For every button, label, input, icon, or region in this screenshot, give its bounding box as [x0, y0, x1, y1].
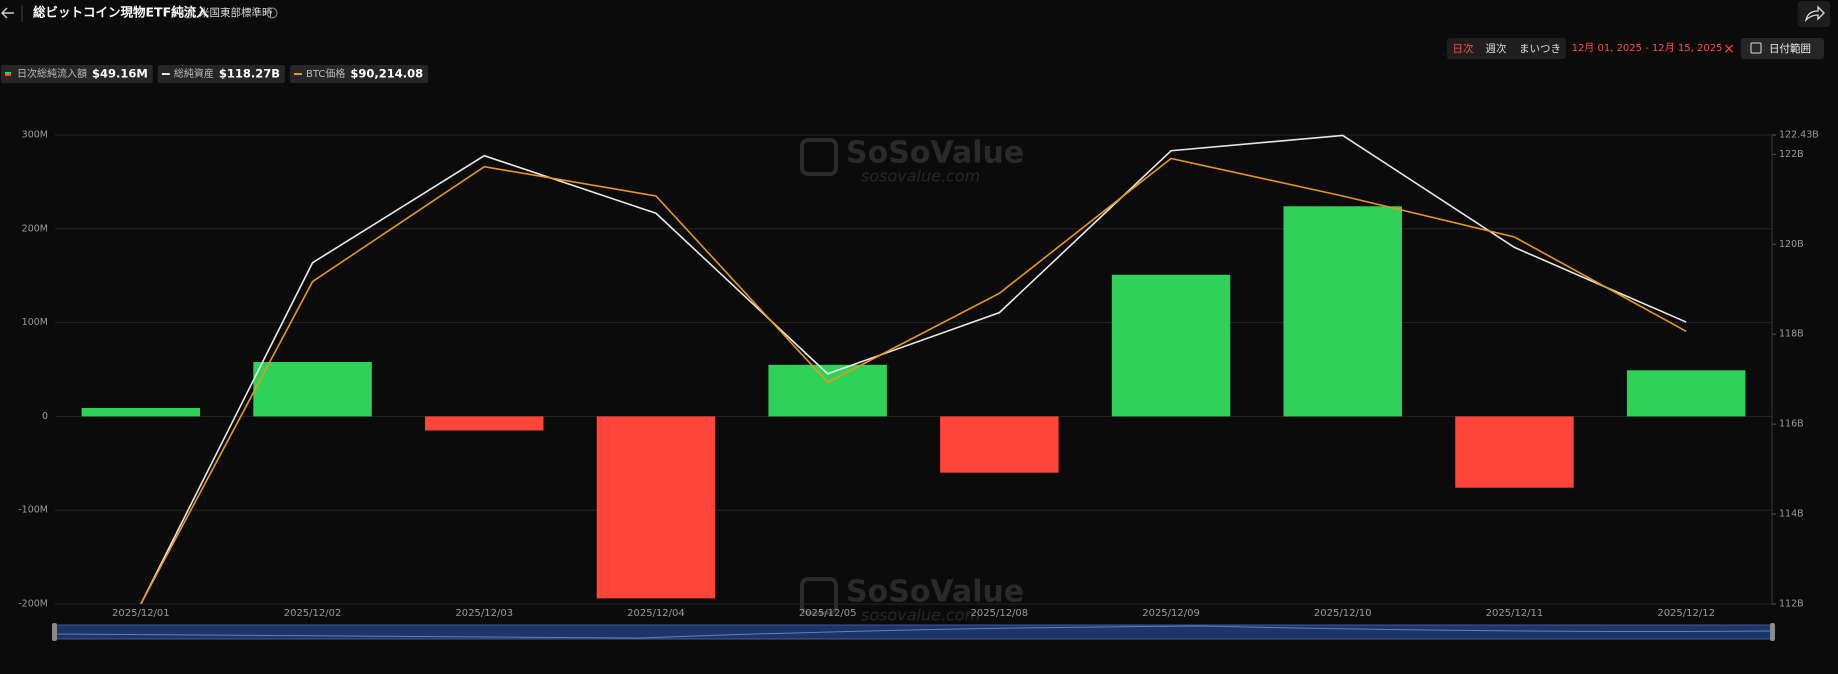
- bar: [81, 407, 201, 417]
- navigator[interactable]: [54, 624, 1773, 640]
- navigator-trend: [54, 625, 1773, 639]
- bar: [425, 416, 544, 431]
- legend-value: $90,214.08: [350, 67, 423, 81]
- legend-swatch: [5, 74, 11, 76]
- y2-tick-label: 118B: [1779, 329, 1804, 340]
- bar: [1283, 206, 1402, 417]
- period-button[interactable]: 日次: [1453, 42, 1475, 55]
- calendar-icon: [1750, 42, 1762, 54]
- legend-label: BTC価格: [306, 67, 345, 80]
- watermark-logo: [800, 138, 838, 176]
- y-tick-label: 0: [42, 411, 48, 422]
- share-button[interactable]: [1798, 1, 1830, 27]
- bar: [768, 364, 887, 417]
- bar: [253, 361, 372, 417]
- y2-tick-label: 122B: [1779, 149, 1804, 160]
- legend-value: $49.16M: [92, 67, 148, 81]
- y-tick-label: -100M: [18, 505, 48, 516]
- navigator-handle[interactable]: [52, 623, 57, 641]
- y-tick-label: 200M: [22, 223, 48, 234]
- y-tick-label: 300M: [22, 130, 48, 141]
- x-tick-label: 2025/12/05: [799, 608, 857, 619]
- date-button-label[interactable]: 日付範囲: [1769, 42, 1811, 55]
- legend-label: 総純資産: [174, 67, 214, 80]
- line: [140, 134, 1687, 604]
- timezone: 米国東部標準時: [199, 6, 273, 19]
- x-tick-label: 2025/12/02: [284, 608, 342, 619]
- line: [140, 157, 1687, 604]
- x-tick-label: 2025/12/04: [627, 608, 685, 619]
- legend-box: [157, 65, 285, 83]
- watermark-url: sosovalue.com: [861, 606, 980, 625]
- x-tick-label: 2025/12/10: [1314, 608, 1372, 619]
- navigator-handle[interactable]: [1770, 623, 1775, 641]
- x-tick-label: 2025/12/08: [971, 608, 1029, 619]
- y2-tick-label: 116B: [1779, 419, 1804, 430]
- period-switch: [1447, 38, 1566, 59]
- bar: [1111, 274, 1231, 417]
- bar: [596, 416, 716, 599]
- legend-item[interactable]: BTC価格 $90,214.08: [289, 65, 429, 83]
- bar: [940, 416, 1059, 473]
- x-tick-label: 2025/12/01: [112, 608, 170, 619]
- period-button[interactable]: まいつき: [1519, 43, 1561, 55]
- y2-tick-label: 114B: [1779, 509, 1804, 520]
- legend-box: [289, 65, 429, 83]
- back-button[interactable]: [1, 7, 14, 19]
- legend-label: 日次総純流入額: [17, 67, 87, 80]
- legend-item[interactable]: 総純資産 $118.27B: [157, 65, 285, 83]
- legend-value: $118.27B: [219, 67, 280, 81]
- info-icon[interactable]: [182, 7, 194, 19]
- clear-button[interactable]: ×: [1723, 41, 1735, 57]
- date-range: 12月 01, 2025 - 12月 15, 2025: [1572, 42, 1723, 54]
- x-tick-label: 2025/12/03: [455, 608, 513, 619]
- period-button[interactable]: 週次: [1486, 42, 1508, 55]
- y2-tick-label: 112B: [1779, 599, 1804, 610]
- legend-swatch: [5, 72, 11, 74]
- y-tick-label: 100M: [22, 317, 48, 328]
- y-tick-label: -200M: [18, 599, 48, 610]
- date-button[interactable]: [1741, 38, 1824, 59]
- watermark-url: sosovalue.com: [861, 167, 980, 186]
- page-title: 総ビットコイン現物ETF純流入: [33, 5, 209, 20]
- legend-box: [1, 65, 153, 83]
- legend-swatch: [161, 73, 170, 75]
- bar: [1455, 416, 1574, 488]
- y2-tick-label: 122.43B: [1779, 130, 1819, 141]
- x-tick-label: 2025/12/11: [1486, 608, 1544, 619]
- watermark-logo: [800, 577, 838, 615]
- y2-tick-label: 120B: [1779, 239, 1804, 250]
- bar: [1626, 370, 1746, 417]
- legend-swatch: [293, 73, 302, 75]
- share-icon: [1804, 5, 1825, 23]
- x-tick-label: 2025/12/09: [1142, 608, 1200, 619]
- watermark: SoSoValue: [846, 136, 1024, 171]
- info-icon[interactable]: [266, 7, 278, 19]
- x-tick-label: 2025/12/12: [1657, 608, 1715, 619]
- legend-item[interactable]: 日次総純流入額 $49.16M: [1, 65, 153, 83]
